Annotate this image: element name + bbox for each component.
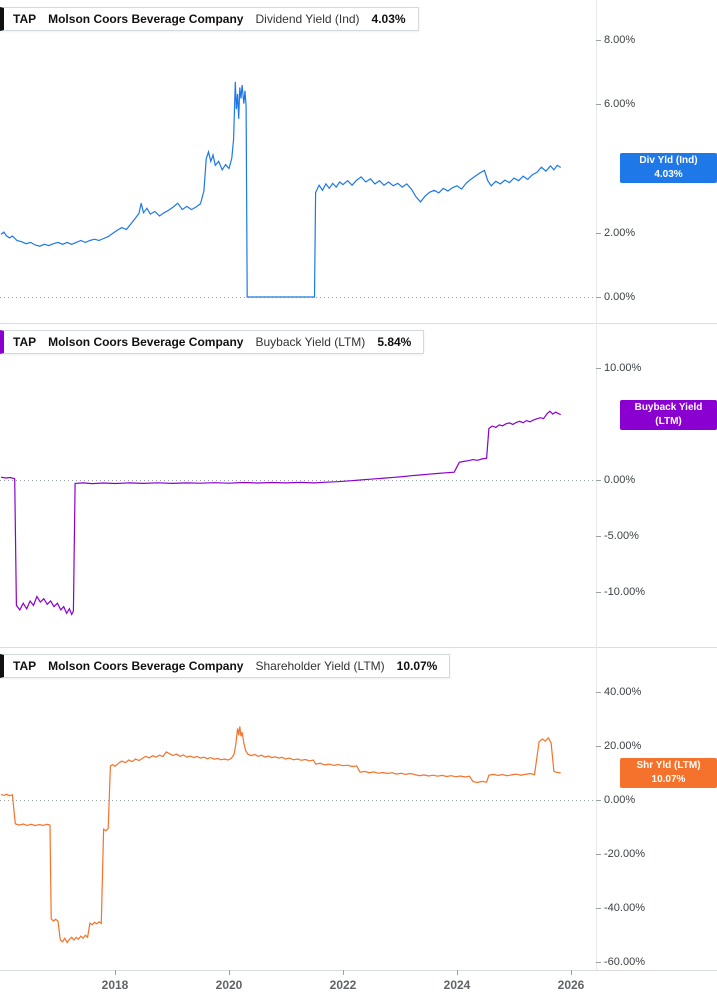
- metric-name: Buyback Yield (LTM): [255, 335, 366, 349]
- tag-value: 10.07%: [651, 773, 686, 785]
- last-value-tag-shareholder-yield[interactable]: Shr Yld (LTM) 10.07%: [620, 757, 717, 788]
- ticker-label: TAP: [13, 335, 37, 349]
- y-axis-tick-label: 40.00%: [604, 686, 642, 698]
- y-axis-tick: [596, 854, 601, 855]
- tag-label: Buyback Yield (LTM): [634, 401, 703, 427]
- chart-header-buyback-yield[interactable]: TAP Molson Coors Beverage Company Buybac…: [0, 330, 425, 354]
- y-axis-tick-label: -5.00%: [604, 530, 639, 542]
- y-axis-tick: [596, 40, 601, 41]
- y-axis-tick-label: -20.00%: [604, 848, 645, 860]
- last-value-tag-dividend-yield[interactable]: Div Yld (Ind) 4.03%: [620, 152, 717, 183]
- y-axis-tick: [596, 800, 601, 801]
- y-axis-tick: [596, 592, 601, 593]
- tag-value: 5.84%: [654, 429, 683, 441]
- y-axis-tick: [596, 232, 601, 234]
- x-axis-tick-label: 2018: [101, 978, 129, 992]
- y-axis-tick: [596, 368, 601, 369]
- dividend-yield-ind--line: [0, 81, 562, 298]
- metric-name: Dividend Yield (Ind): [255, 12, 360, 26]
- metric-value: 10.07%: [396, 659, 438, 673]
- x-axis-tick-label: 2026: [557, 978, 585, 992]
- y-axis-tick-label: 10.00%: [604, 362, 642, 374]
- y-axis-tick-label: 0.00%: [604, 794, 636, 806]
- ticker-label: TAP: [13, 659, 37, 673]
- metric-value: 5.84%: [377, 335, 412, 349]
- ticker-label: TAP: [13, 12, 37, 26]
- y-axis-tick-label: 8.00%: [604, 34, 636, 46]
- company-name: Molson Coors Beverage Company: [48, 12, 244, 26]
- tag-label: Div Yld (Ind): [639, 154, 698, 166]
- x-axis-tick: [457, 970, 458, 975]
- section-divider: [0, 647, 717, 648]
- y-axis-tick-label: 0.00%: [604, 474, 636, 486]
- y-axis-tick-label: 6.00%: [604, 98, 636, 111]
- y-axis-tick: [596, 104, 601, 106]
- y-axis-tick: [596, 962, 601, 963]
- x-axis-tick: [343, 970, 344, 975]
- y-axis-line: [596, 0, 597, 970]
- x-axis-tick-label: 2020: [215, 978, 243, 992]
- buyback-yield-ltm--line: [0, 410, 561, 616]
- x-axis-tick: [571, 970, 572, 975]
- x-axis-tick: [115, 970, 116, 975]
- x-axis-line: [0, 970, 717, 971]
- chart-header-dividend-yield[interactable]: TAP Molson Coors Beverage Company Divide…: [0, 7, 419, 31]
- y-axis-tick-label: 20.00%: [604, 740, 642, 752]
- section-divider: [0, 323, 717, 324]
- y-axis-tick: [596, 297, 601, 298]
- y-axis-tick: [596, 908, 601, 909]
- metric-name: Shareholder Yield (LTM): [255, 659, 385, 673]
- chart-header-shareholder-yield[interactable]: TAP Molson Coors Beverage Company Shareh…: [0, 654, 451, 678]
- tag-label: Shr Yld (LTM): [636, 759, 701, 771]
- y-axis-tick: [596, 746, 601, 747]
- y-axis-tick: [596, 480, 601, 481]
- x-axis-tick-label: 2024: [443, 978, 471, 992]
- metric-value: 4.03%: [371, 12, 406, 26]
- y-axis-tick-label: -60.00%: [604, 956, 645, 968]
- company-name: Molson Coors Beverage Company: [48, 335, 244, 349]
- last-value-tag-buyback-yield[interactable]: Buyback Yield (LTM) 5.84%: [620, 399, 717, 441]
- y-axis-tick-label: 2.00%: [604, 226, 636, 239]
- y-axis-tick: [596, 692, 601, 693]
- y-axis-tick-label: -10.00%: [604, 586, 645, 598]
- y-axis-tick: [596, 536, 601, 537]
- company-name: Molson Coors Beverage Company: [48, 659, 244, 673]
- y-axis-tick-label: -40.00%: [604, 902, 645, 914]
- shareholder-yield-ltm--line: [0, 726, 561, 944]
- x-axis-tick-label: 2022: [329, 978, 357, 992]
- x-axis-tick: [229, 970, 230, 975]
- y-axis-tick-label: 0.00%: [604, 291, 636, 303]
- tag-value: 4.03%: [654, 168, 683, 180]
